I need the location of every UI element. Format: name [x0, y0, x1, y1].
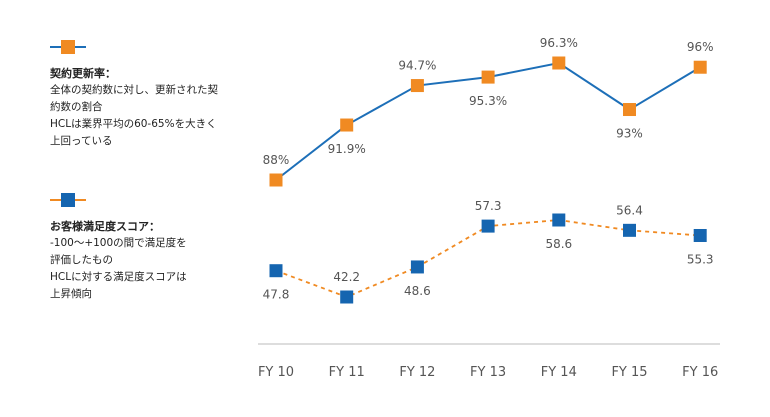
satisfaction-data-label: 42.2	[333, 270, 360, 284]
renewal-legend-marker	[50, 40, 86, 54]
satisfaction-data-label: 58.6	[545, 237, 572, 251]
x-tick-label: FY 13	[470, 365, 506, 380]
satisfaction-data-label: 56.4	[616, 203, 643, 217]
renewal-legend-title: 契約更新率：	[50, 67, 116, 80]
x-tick-label: FY 14	[541, 365, 577, 380]
renewal-data-point	[269, 173, 283, 187]
satisfaction-data-label: 57.3	[475, 199, 502, 213]
renewal-data-label: 95.3%	[469, 94, 507, 108]
x-tick-label: FY 12	[399, 365, 435, 380]
satisfaction-data-point	[410, 260, 424, 274]
renewal-data-label: 91.9%	[328, 142, 366, 156]
satisfaction-data-point	[269, 264, 283, 278]
renewal-legend-description: 全体の契約数に対し、更新された契 約数の割合 HCLは業界平均の60-65%を大…	[50, 84, 218, 147]
renewal-data-point	[693, 60, 707, 74]
x-tick-label: FY 10	[258, 365, 294, 380]
x-tick-label: FY 11	[329, 365, 365, 380]
satisfaction-data-label: 47.8	[263, 288, 290, 302]
renewal-data-point	[340, 118, 354, 132]
renewal-data-label: 94.7%	[398, 59, 436, 73]
satisfaction-legend-description: -100～+100の間で満足度を 評価したもの HCLに対する満足度スコアは 上…	[50, 237, 187, 300]
satisfaction-data-label: 55.3	[687, 252, 714, 266]
renewal-data-label: 88%	[263, 153, 290, 167]
satisfaction-data-point	[552, 213, 566, 227]
satisfaction-legend-title: お客様満足度スコア：	[50, 220, 160, 233]
satisfaction-legend-marker	[50, 193, 86, 207]
satisfaction-data-point	[693, 228, 707, 242]
renewal-data-point	[552, 56, 566, 70]
renewal-data-point	[410, 79, 424, 93]
renewal-data-point	[623, 103, 636, 117]
renewal-data-point	[481, 70, 495, 84]
renewal-data-label: 96.3%	[540, 36, 578, 50]
x-tick-label: FY 15	[611, 365, 647, 380]
x-tick-label: FY 16	[682, 365, 718, 380]
renewal-data-label: 96%	[687, 40, 714, 54]
satisfaction-data-point	[481, 219, 495, 233]
satisfaction-data-point	[623, 223, 636, 237]
renewal-data-label: 93%	[616, 127, 643, 141]
satisfaction-data-point	[340, 290, 354, 304]
satisfaction-data-label: 48.6	[404, 284, 431, 298]
